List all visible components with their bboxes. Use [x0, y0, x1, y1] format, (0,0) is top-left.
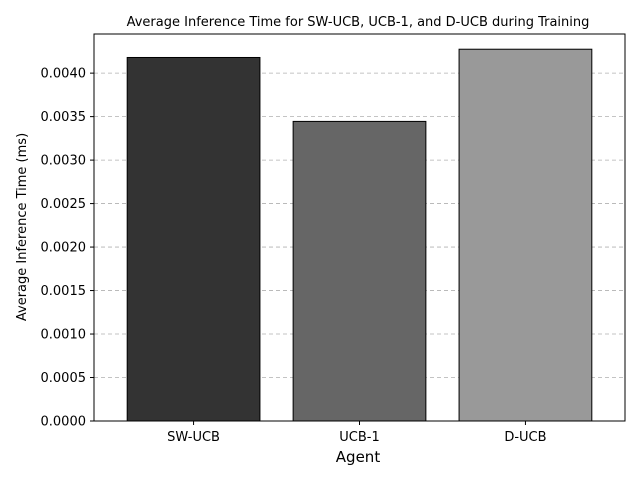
y-tick-label: 0.0010 — [41, 328, 87, 343]
y-axis-label: Average Inference Time (ms) — [15, 133, 30, 321]
x-axis-label: Agent — [336, 448, 381, 466]
x-tick-label: UCB-1 — [339, 430, 379, 445]
y-tick-label: 0.0030 — [41, 154, 87, 169]
x-tick-label: D-UCB — [504, 430, 546, 445]
y-tick-label: 0.0015 — [41, 284, 87, 299]
bars — [126, 48, 593, 422]
y-tick-label: 0.0000 — [41, 415, 87, 430]
y-tick-label: 0.0025 — [41, 197, 87, 212]
x-axis-ticks: SW-UCB UCB-1 D-UCB — [167, 421, 547, 445]
bar-d-ucb — [458, 48, 593, 422]
y-tick-label: 0.0020 — [41, 241, 87, 256]
bar-ucb-1 — [292, 120, 427, 422]
y-tick-label: 0.0005 — [41, 371, 87, 386]
y-tick-label: 0.0040 — [41, 67, 87, 82]
y-tick-label: 0.0035 — [41, 110, 87, 125]
bar-sw-ucb — [126, 56, 261, 422]
x-tick-label: SW-UCB — [167, 430, 220, 445]
chart-title: Average Inference Time for SW-UCB, UCB-1… — [127, 15, 590, 30]
y-axis-ticks: 0.0000 0.0005 0.0010 0.0015 0.0020 0.0025 0.00… — [41, 67, 94, 430]
